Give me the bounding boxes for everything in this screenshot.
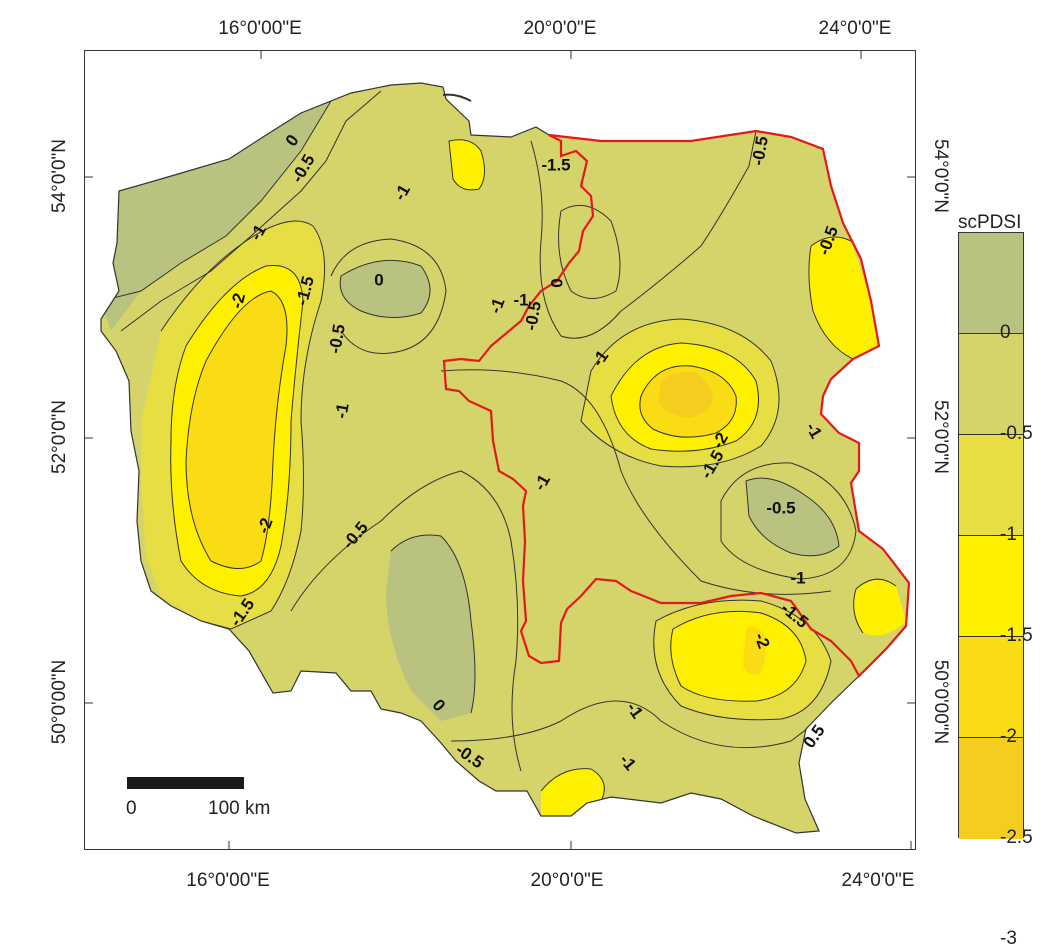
contour-label: -1	[486, 295, 509, 316]
map-frame: 0 -0.5 -1 -1 -1.5 -2 -2 -1.5 0 -0.5 -1 -0.5 -1 -0.5 0-…	[84, 50, 916, 850]
coord-top-16e: 16°0'00"E	[218, 18, 302, 39]
scale-bar	[127, 777, 244, 789]
contour-label: 0	[547, 278, 566, 287]
contour-lines	[101, 90, 897, 802]
coord-left-54n: 54°0'0"N	[49, 139, 70, 213]
legend-swatch	[959, 334, 1023, 435]
eastern-region-border	[442, 129, 911, 678]
coord-left-52n: 52°0'0"N	[49, 400, 70, 474]
coord-top-20e: 20°0'0"E	[523, 18, 597, 39]
contour-label: -2	[254, 515, 277, 536]
coord-bottom-16e: 16°0'00"E	[186, 870, 270, 891]
coord-left-50n: 50°0'00"N	[49, 659, 70, 745]
legend-color-bar	[958, 232, 1024, 839]
legend-swatch	[959, 738, 1023, 839]
coord-bottom-20e: 20°0'0"E	[530, 870, 604, 891]
coord-bottom-24e: 24°0'0"E	[841, 870, 915, 891]
coord-right-50n: 50°0'00"N	[930, 659, 951, 745]
legend-label: -2.5	[1000, 827, 1033, 848]
graticule-ticks	[85, 51, 915, 849]
scpdsi-surface	[101, 83, 909, 833]
coord-top-24e: 24°0'0"E	[818, 18, 892, 39]
contour-label: -1	[790, 568, 805, 587]
legend-label: -2	[1000, 726, 1017, 747]
legend-label: -1	[1000, 524, 1017, 545]
contour-label: -2	[227, 291, 249, 311]
contour-label: 0	[374, 270, 383, 289]
contour-label: -1	[331, 402, 352, 420]
contour-label: -2	[750, 630, 773, 651]
hel-peninsula	[442, 93, 472, 102]
map-canvas: 0-0.5-1-1-1.5-2-2-1.50-0.5-1-0.5-1 -0.50-…	[85, 51, 915, 849]
legend-swatch	[959, 536, 1023, 637]
legend-label: -3	[1000, 928, 1017, 949]
contour-label: -1	[513, 290, 528, 309]
contour-label: -0.5	[748, 135, 772, 167]
scale-label-start: 0	[126, 798, 137, 819]
contour-label: -1.5	[541, 155, 570, 174]
legend-label: 0	[1000, 322, 1011, 343]
coord-right-54n: 54°0'0"N	[930, 139, 951, 213]
legend-label: -0.5	[1000, 423, 1033, 444]
scale-label-end: 100 km	[208, 798, 271, 819]
legend-swatch	[959, 233, 1023, 334]
contour-label: -0.5	[521, 300, 545, 332]
legend-title: scPDSI	[958, 212, 1022, 233]
contour-label: -0.5	[325, 323, 349, 355]
legend-label: -1.5	[1000, 625, 1033, 646]
coord-right-52n: 52°0'0"N	[930, 400, 951, 474]
legend-swatch	[959, 435, 1023, 536]
legend-swatch	[959, 637, 1023, 738]
contour-label: -0.5	[766, 498, 795, 517]
